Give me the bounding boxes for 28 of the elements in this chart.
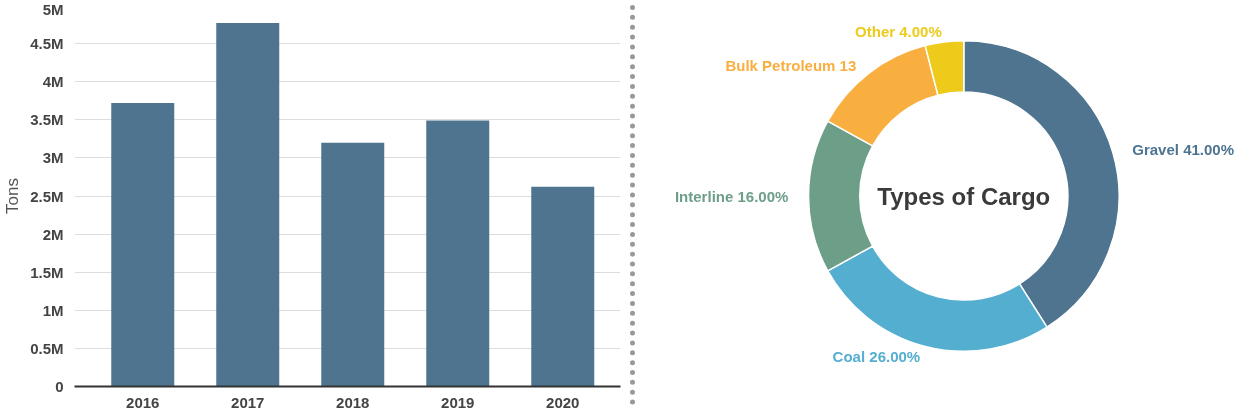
slice-label: Other 4.00%	[855, 23, 942, 41]
y-tick-label: 1.5M	[30, 263, 64, 281]
bar	[111, 103, 175, 387]
y-tick-label: 2.5M	[30, 187, 64, 205]
slice-label: Gravel 41.00%	[1132, 141, 1235, 159]
y-axis-title: Tons	[3, 178, 23, 214]
x-tick-label: 2019	[441, 393, 475, 411]
x-tick-label: 2018	[336, 393, 370, 411]
y-tick-label: 5M	[42, 0, 64, 18]
slice-label: Coal 26.00%	[832, 347, 921, 365]
bar	[321, 142, 385, 387]
y-tick-label: 4.5M	[30, 35, 64, 53]
y-tick-label: 2M	[42, 225, 64, 243]
y-tick-label: 4M	[42, 73, 64, 91]
bar	[426, 120, 490, 387]
y-tick-label: 3.5M	[30, 111, 64, 129]
y-tick-label: 0	[55, 378, 64, 395]
bar	[216, 23, 280, 387]
text: Types of Cargo	[877, 182, 1051, 210]
x-tick-label: 2016	[126, 393, 160, 411]
y-tick-label: 3M	[42, 149, 64, 167]
slice-label: Bulk Petroleum 13	[725, 56, 857, 74]
x-tick-label: 2017	[231, 393, 265, 411]
y-tick-label: 0.5M	[30, 339, 64, 357]
y-tick-label: 1M	[42, 301, 64, 319]
bar	[531, 186, 595, 387]
x-tick-label: 2020	[546, 393, 580, 411]
slice-label: Interline 16.00%	[674, 187, 789, 205]
